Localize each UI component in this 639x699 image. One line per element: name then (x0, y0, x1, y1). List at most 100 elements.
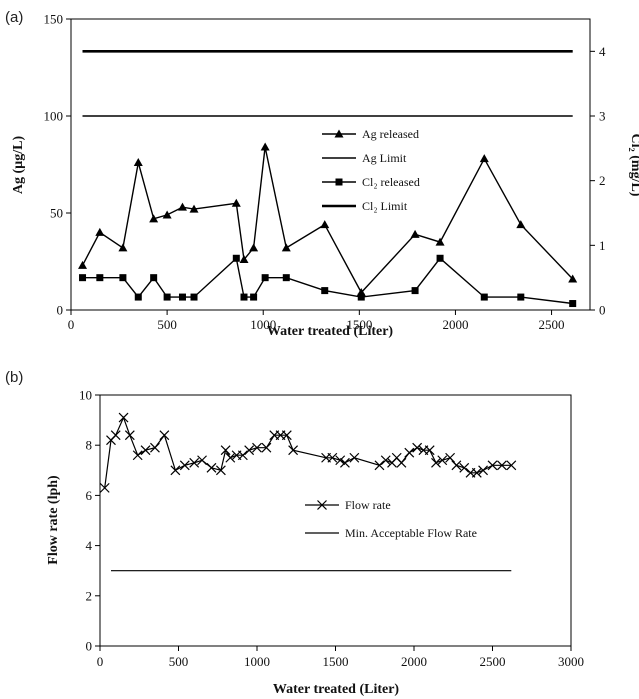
legend-label-ag-limit: Ag Limit (362, 151, 407, 165)
data-point-cl-released (96, 274, 104, 282)
data-point-cl-released (357, 293, 365, 301)
data-point-flow-rate-stroke (431, 457, 441, 468)
panel-a-label: (a) (5, 9, 23, 26)
data-point-flow-rate (327, 452, 338, 463)
y-tick-label: 50 (50, 206, 63, 221)
data-point-cl-released (134, 293, 142, 301)
data-point-flow-rate-stroke (451, 460, 462, 471)
panel-a-y2-axis-title: Cl₂ (mg/L) (628, 134, 639, 197)
y-tick-label: 10 (79, 388, 92, 403)
data-point-flow-rate-stroke (478, 465, 489, 476)
x-tick-label: 1500 (323, 654, 349, 669)
data-point-flow-rate-stroke (197, 455, 207, 466)
data-point-cl-released (250, 293, 258, 301)
panel-a-series (78, 49, 578, 308)
legend-marker-cl-released (335, 178, 343, 186)
data-point-flow-rate (380, 455, 391, 466)
panel-b-series (99, 412, 517, 572)
panel-b: (b) 0 500 1000 1500 2000 2500 3000 0 2 4 6 8 10 Wat… (5, 369, 584, 697)
data-point-flow-rate-stroke (220, 445, 231, 456)
data-point-flow-rate (374, 460, 385, 471)
panel-b-legend: Flow rate Min. Acceptable Flow Rate (305, 498, 477, 540)
data-point-ag-released (516, 220, 526, 229)
series-line-flow-rate (104, 415, 512, 488)
series-line-ag-released (81, 146, 574, 294)
y-tick-label: 8 (86, 438, 93, 453)
data-point-flow-rate-stroke (391, 452, 402, 463)
data-point-flow-rate (118, 412, 129, 423)
data-point-flow-rate (437, 455, 448, 466)
data-point-flow-rate (404, 447, 415, 458)
data-point-flow-rate-stroke (487, 460, 498, 471)
data-point-flow-rate (487, 460, 498, 471)
panel-a-legend: Ag released Ag Limit Cl₂ released Cl₂ Limit (322, 127, 420, 213)
data-point-ag-released (479, 154, 489, 163)
data-point-ag-released (249, 243, 259, 252)
data-point-flow-rate-stroke (506, 460, 517, 471)
panel-b-y-axis-title: Flow rate (lph) (46, 475, 61, 565)
data-point-flow-rate (424, 445, 435, 456)
x-tick-label: 500 (157, 317, 177, 332)
panel-a-plot-area (70, 18, 591, 311)
data-point-ag-released (149, 214, 159, 223)
data-point-flow-rate (261, 442, 272, 453)
data-point-flow-rate (281, 430, 292, 441)
data-point-flow-rate (215, 465, 226, 476)
panel-a-x-axis-title: Water treated (Liter) (267, 324, 394, 339)
y2-tick-label: 4 (599, 44, 606, 59)
data-point-flow-rate (197, 455, 207, 466)
data-point-cl-released (282, 274, 290, 282)
panel-b-label: (b) (5, 369, 23, 386)
data-point-ag-released (568, 274, 578, 283)
y2-tick-label: 0 (599, 303, 606, 318)
data-point-cl-released (150, 274, 158, 282)
data-point-cl-released (119, 274, 127, 282)
data-point-flow-rate-stroke (424, 445, 435, 456)
data-point-flow-rate (396, 457, 407, 468)
panel-a-y2-ticks: 0 1 2 3 4 (590, 44, 606, 318)
data-point-flow-rate-stroke (437, 455, 448, 466)
data-point-flow-rate-stroke (110, 430, 121, 441)
data-point-flow-rate-stroke (261, 442, 272, 453)
legend-marker-flow-rate-stroke (317, 500, 327, 510)
data-point-flow-rate-stroke (99, 482, 110, 493)
x-tick-label: 1000 (250, 317, 276, 332)
data-point-flow-rate-stroke (339, 457, 350, 468)
x-tick-label: 2500 (480, 654, 506, 669)
panel-b-y-ticks: 0 2 4 6 8 10 (79, 388, 100, 654)
data-point-flow-rate-stroke (244, 445, 255, 456)
legend-label-ag-released: Ag released (362, 127, 419, 141)
data-point-flow-rate-stroke (396, 457, 407, 468)
data-point-flow-rate (451, 460, 462, 471)
data-point-flow-rate-stroke (225, 452, 236, 463)
data-point-flow-rate (189, 457, 200, 468)
data-point-flow-rate-stroke (327, 452, 338, 463)
data-point-flow-rate-stroke (159, 430, 170, 441)
data-point-ag-released (133, 158, 143, 167)
data-point-flow-rate-stroke (124, 430, 135, 441)
data-point-flow-rate (237, 450, 248, 461)
data-point-ag-released (231, 198, 241, 207)
data-point-flow-rate-stroke (237, 450, 248, 461)
y-tick-label: 6 (86, 488, 93, 503)
data-point-ag-released (320, 220, 330, 229)
data-point-flow-rate (459, 462, 470, 473)
panel-a-y-ticks: 0 50 100 150 (44, 12, 71, 318)
y-tick-label: 2 (86, 588, 93, 603)
data-point-flow-rate (445, 452, 456, 463)
y2-tick-label: 1 (599, 238, 606, 253)
data-point-flow-rate (159, 430, 170, 441)
data-point-ag-released (260, 142, 270, 151)
data-point-flow-rate (150, 442, 160, 453)
data-point-flow-rate (412, 442, 423, 453)
data-point-ag-released (78, 260, 88, 269)
y2-tick-label: 3 (599, 109, 606, 124)
data-point-flow-rate (506, 460, 517, 471)
x-tick-label: 1000 (244, 654, 270, 669)
data-point-flow-rate (252, 442, 262, 453)
legend-label-flow-rate: Flow rate (345, 498, 391, 512)
x-tick-label: 1500 (346, 317, 372, 332)
data-point-flow-rate (132, 450, 143, 461)
panel-b-x-ticks: 0 500 1000 1500 2000 2500 3000 (97, 646, 584, 669)
